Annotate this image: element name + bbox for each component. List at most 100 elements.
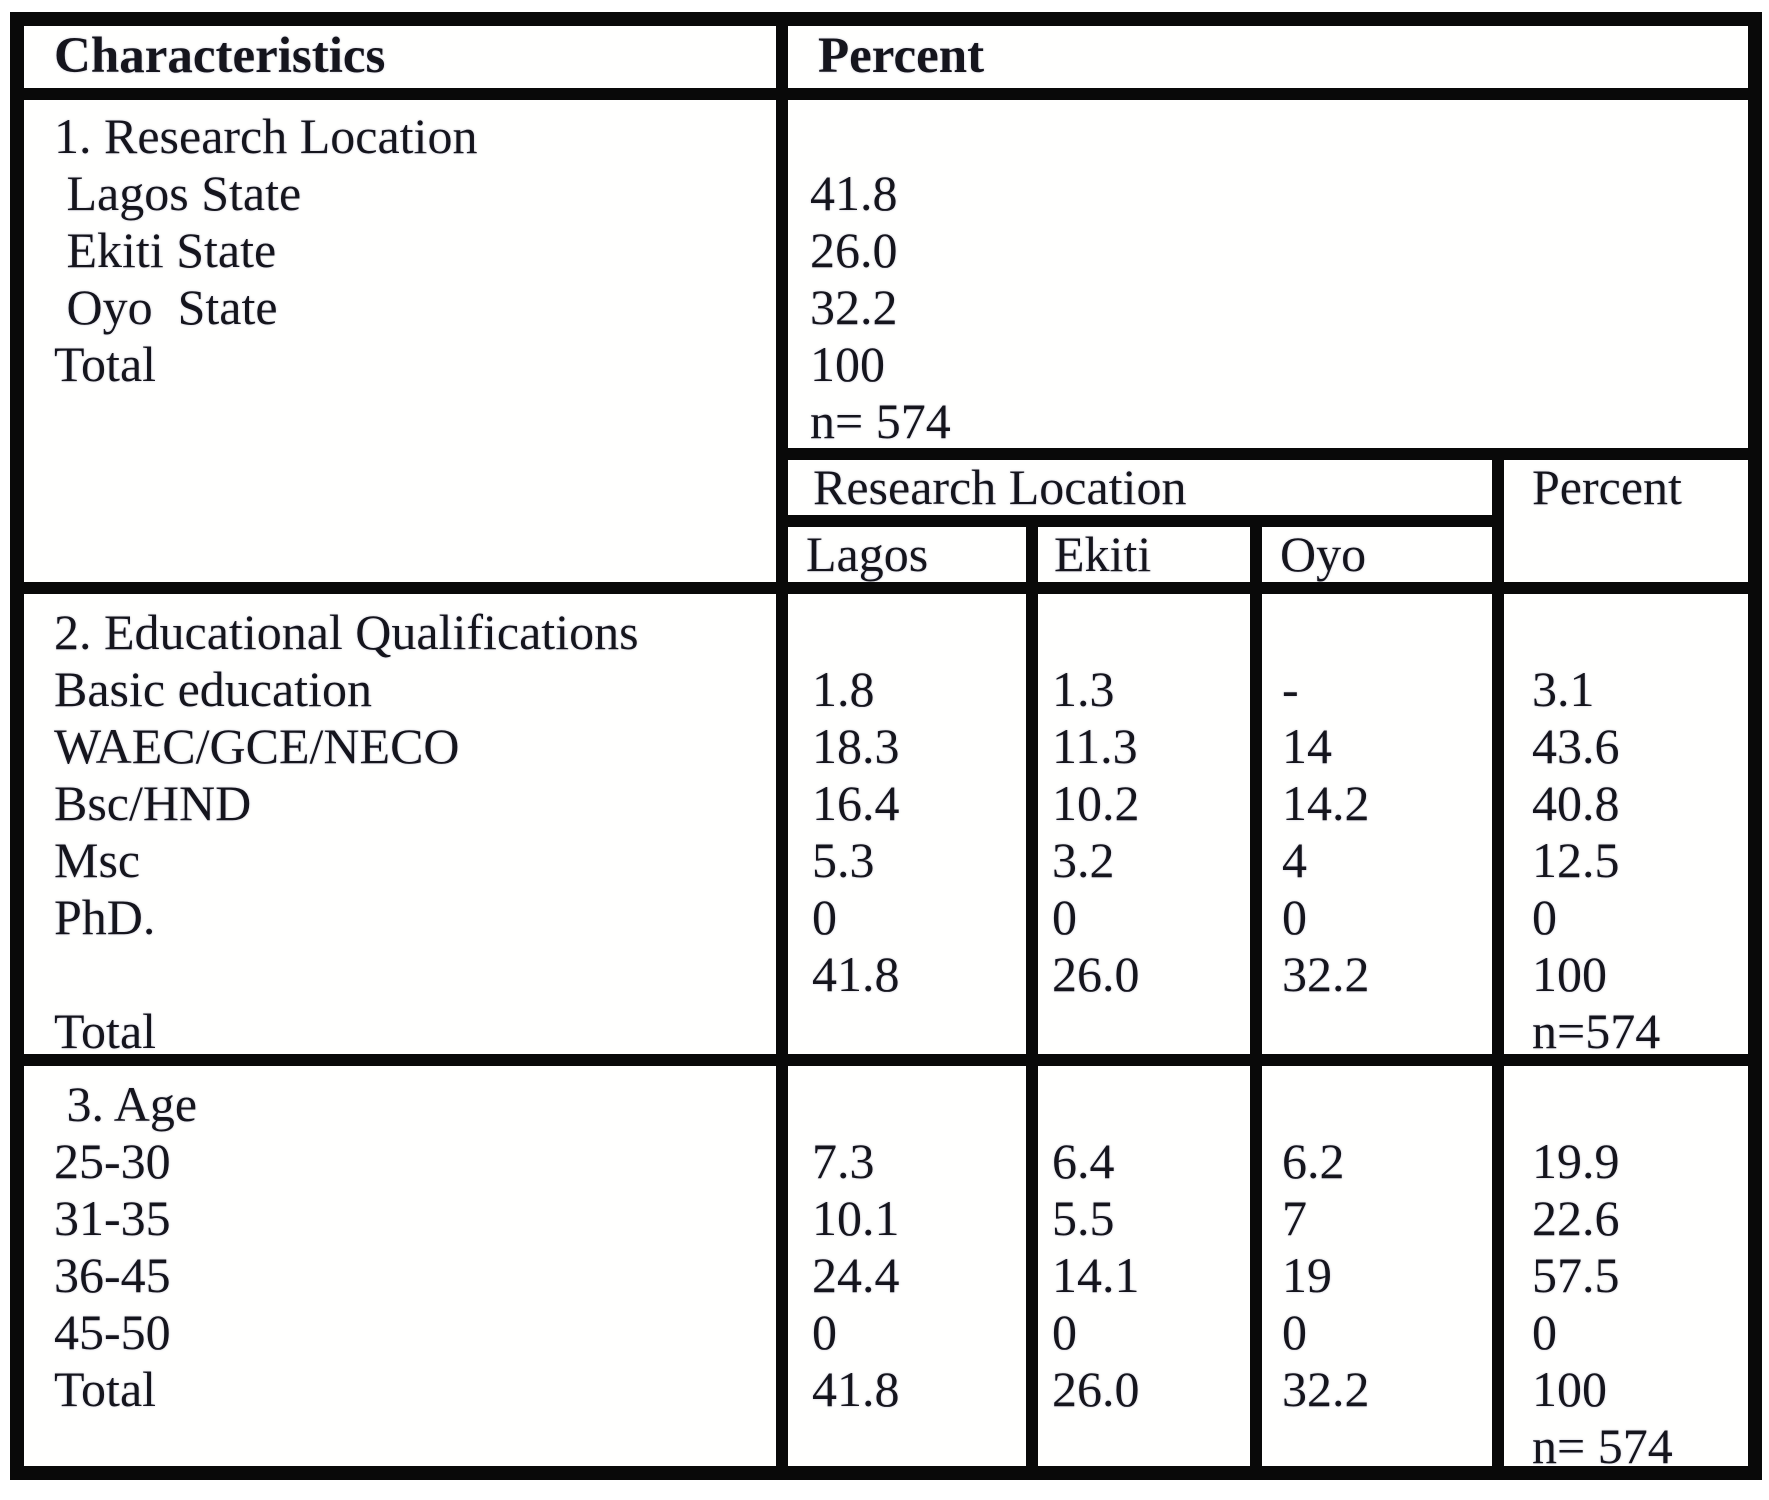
table-line: 14.1 bbox=[1052, 1247, 1140, 1303]
table-line: 100 bbox=[1532, 946, 1607, 1002]
section2-percent-values: 3.1 43.6 40.8 12.5 0 100 n=574 bbox=[1504, 594, 1748, 1054]
table-line: PhD. bbox=[54, 889, 156, 945]
table-line bbox=[1052, 1076, 1242, 1133]
table-line: 4 bbox=[1282, 832, 1307, 888]
table-line: Lagos State bbox=[54, 165, 302, 221]
section3-lagos-values: 7.3 10.1 24.4 0 41.8 bbox=[788, 1066, 1026, 1466]
table-line: Total bbox=[54, 336, 157, 392]
table-line: 11.3 bbox=[1052, 718, 1138, 774]
table-line: 41.8 bbox=[810, 165, 898, 221]
table-line: 19.9 bbox=[1532, 1133, 1620, 1189]
table-line: Oyo State bbox=[54, 279, 278, 335]
table-line: 0 bbox=[1282, 889, 1307, 945]
table-line: 3.2 bbox=[1052, 832, 1115, 888]
header-characteristics: Characteristics bbox=[24, 26, 776, 88]
table-line: 32.2 bbox=[810, 279, 898, 335]
table-line: 5.5 bbox=[1052, 1190, 1115, 1246]
table-line: 16.4 bbox=[812, 775, 900, 831]
table-line: 0 bbox=[1052, 889, 1077, 945]
table-line bbox=[1532, 604, 1740, 661]
table-line: 25-30 bbox=[54, 1133, 171, 1189]
table-line: 26.0 bbox=[1052, 946, 1140, 1002]
table-line: 41.8 bbox=[812, 1361, 900, 1417]
table-line: 0 bbox=[812, 889, 837, 945]
section3-age-labels: 3. Age 25-30 31-35 36-45 45-50 Total bbox=[24, 1066, 776, 1466]
table-line bbox=[810, 108, 1738, 165]
table-line: Total bbox=[54, 1361, 157, 1417]
table-line: 41.8 bbox=[812, 946, 900, 1002]
table-line: Ekiti State bbox=[54, 222, 277, 278]
table-line: 7 bbox=[1282, 1190, 1307, 1246]
header-percent: Percent bbox=[788, 26, 1748, 88]
subheader-research-location: Research Location bbox=[788, 460, 1492, 515]
table-line: 100 bbox=[1532, 1361, 1607, 1417]
table-line: 32.2 bbox=[1282, 1361, 1370, 1417]
table-line: 57.5 bbox=[1532, 1247, 1620, 1303]
table-line: 31-35 bbox=[54, 1190, 171, 1246]
section2-ekiti-values: 1.3 11.3 10.2 3.2 0 26.0 bbox=[1038, 594, 1250, 1054]
table-line: n= 574 bbox=[810, 393, 951, 448]
table-line: 6.2 bbox=[1282, 1133, 1345, 1189]
table-line: 5.3 bbox=[812, 832, 875, 888]
table-line bbox=[54, 946, 766, 1003]
table-line: 6.4 bbox=[1052, 1133, 1115, 1189]
table-line: 26.0 bbox=[810, 222, 898, 278]
column-header-oyo: Oyo bbox=[1262, 527, 1492, 582]
demographics-table: Characteristics Percent 1. Research Loca… bbox=[10, 12, 1762, 1480]
table-line: n=574 bbox=[1532, 1003, 1661, 1054]
table-line bbox=[1282, 604, 1484, 661]
table-line: - bbox=[1282, 661, 1299, 717]
table-line bbox=[1532, 1076, 1740, 1133]
table-line bbox=[812, 1076, 1018, 1133]
section3-percent-values: 19.9 22.6 57.5 0 100 n= 574 bbox=[1504, 1066, 1748, 1466]
section3-oyo-values: 6.2 7 19 0 32.2 bbox=[1262, 1066, 1492, 1466]
table-line: 10.1 bbox=[812, 1190, 900, 1246]
table-line: 3. Age bbox=[54, 1076, 198, 1132]
table-line: 7.3 bbox=[812, 1133, 875, 1189]
table-line bbox=[1052, 604, 1242, 661]
column-header-lagos: Lagos bbox=[788, 527, 1026, 582]
table-line: 19 bbox=[1282, 1247, 1332, 1303]
table-line: 26.0 bbox=[1052, 1361, 1140, 1417]
table-line: 45-50 bbox=[54, 1304, 171, 1360]
table-line: 32.2 bbox=[1282, 946, 1370, 1002]
table-line: 100 bbox=[810, 336, 885, 392]
table-line: 3.1 bbox=[1532, 661, 1595, 717]
table-line: 24.4 bbox=[812, 1247, 900, 1303]
table-line: 1. Research Location bbox=[54, 108, 478, 164]
section2-lagos-values: 1.8 18.3 16.4 5.3 0 41.8 bbox=[788, 594, 1026, 1054]
table-line: 12.5 bbox=[1532, 832, 1620, 888]
table-line bbox=[1282, 1076, 1484, 1133]
table-line: 0 bbox=[1052, 1304, 1077, 1360]
table-line: Total bbox=[54, 1003, 157, 1054]
table-line: 18.3 bbox=[812, 718, 900, 774]
table-line: n= 574 bbox=[1532, 1418, 1673, 1466]
table-line: 36-45 bbox=[54, 1247, 171, 1303]
table-line: 43.6 bbox=[1532, 718, 1620, 774]
table-line: Msc bbox=[54, 832, 141, 888]
subheader-percent: Percent bbox=[1504, 460, 1748, 582]
table-line: 14.2 bbox=[1282, 775, 1370, 831]
table-line: 1.3 bbox=[1052, 661, 1115, 717]
section1-research-location-labels: 1. Research Location Lagos State Ekiti S… bbox=[24, 100, 776, 582]
table-line: 0 bbox=[1532, 889, 1557, 945]
table-line: Bsc/HND bbox=[54, 775, 252, 831]
table-line: 22.6 bbox=[1532, 1190, 1620, 1246]
table-line: 10.2 bbox=[1052, 775, 1140, 831]
table-line: 40.8 bbox=[1532, 775, 1620, 831]
table-line: Basic education bbox=[54, 661, 372, 717]
table-line: 14 bbox=[1282, 718, 1332, 774]
column-header-ekiti: Ekiti bbox=[1038, 527, 1250, 582]
table-line: WAEC/GCE/NECO bbox=[54, 718, 460, 774]
table-line: 0 bbox=[812, 1304, 837, 1360]
table-line: 2. Educational Qualifications bbox=[54, 604, 639, 660]
section3-ekiti-values: 6.4 5.5 14.1 0 26.0 bbox=[1038, 1066, 1250, 1466]
table-line: 0 bbox=[1282, 1304, 1307, 1360]
table-line bbox=[812, 604, 1018, 661]
section2-oyo-values: -14 14.2 4 0 32.2 bbox=[1262, 594, 1492, 1054]
table-line: 0 bbox=[1532, 1304, 1557, 1360]
section2-education-labels: 2. Educational Qualifications Basic educa… bbox=[24, 594, 776, 1054]
table-line: 1.8 bbox=[812, 661, 875, 717]
section1-percent-values: 41.8 26.0 32.2 100 n= 574 bbox=[788, 100, 1748, 448]
